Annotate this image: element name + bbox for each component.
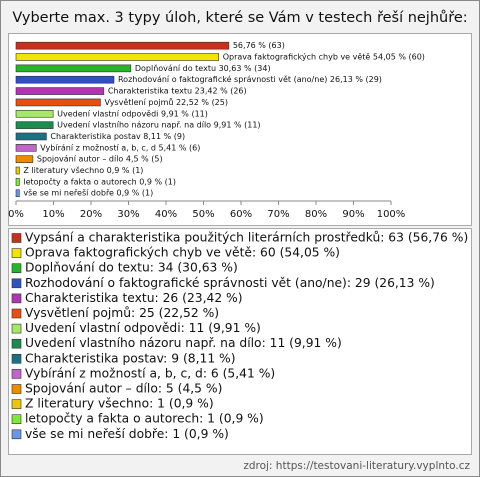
chart-title: Vyberte max. 3 typy úloh, které se Vám v… <box>12 10 467 26</box>
x-tick-label: 20% <box>80 209 102 220</box>
legend-text: vše se mi neřeší dobře: 1 (0,9 %) <box>25 427 229 441</box>
bar <box>15 189 20 198</box>
legend-swatch <box>11 263 22 274</box>
legend-text: Oprava faktografických chyb ve větě: 60 … <box>25 246 340 260</box>
bar-label: Charakteristika textu 23,42 % (26) <box>108 87 247 96</box>
legend-text: Uvedení vlastní odpovědi: 11 (9,91 %) <box>25 321 261 335</box>
legend-text: Rozhodování o faktografické správnosti v… <box>25 276 435 290</box>
bar-label: letopočty a fakta o autorech 0,9 % (1) <box>23 176 176 186</box>
x-tick-label: 0% <box>8 209 24 220</box>
legend-text: Vypsání a charakteristika použitých lite… <box>25 231 468 245</box>
bar <box>15 41 230 50</box>
bar-label: Z literatury všechno 0,9 % (1) <box>23 165 143 175</box>
bar <box>15 64 132 73</box>
bar-label: 56,76 % (63) <box>233 41 285 50</box>
legend-text: Charakteristika textu: 26 (23,42 %) <box>25 291 243 305</box>
source: zdroj: https://testovani-literatury.vypl… <box>243 460 470 472</box>
bar <box>15 87 105 95</box>
legend-swatch <box>11 308 22 319</box>
bar-label: Charakteristika postav 8,11 % (9) <box>50 132 185 141</box>
legend-swatch <box>11 233 22 243</box>
bar <box>15 53 219 61</box>
bar <box>15 98 101 107</box>
bar-label: Spojování autor – dílo 4,5 % (5) <box>37 155 163 164</box>
bar-label: Rozhodování o faktografické správnosti v… <box>118 74 382 84</box>
bar-label: Vybírání z možností a, b, c, d 5,41 % (6… <box>40 143 200 152</box>
legend-swatch <box>11 278 22 289</box>
bar <box>15 109 54 118</box>
bar-label: Uvedení vlastního názoru např. na dílo 9… <box>57 121 260 130</box>
legend-swatch <box>11 429 22 440</box>
legend-text: Spojování autor – dílo: 5 (4,5 %) <box>25 382 222 396</box>
legend-swatch <box>11 369 22 379</box>
bar <box>15 144 37 152</box>
legend-swatch <box>11 293 22 304</box>
bar <box>15 75 115 84</box>
legend-text: letopočty a fakta o autorech: 1 (0,9 %) <box>25 412 264 426</box>
bar-label: Uvedení vlastní odpovědi 9,91 % (11) <box>57 109 208 118</box>
legend-text: Charakteristika postav: 9 (8,11 %) <box>25 351 236 365</box>
legend-text: Z literatury všechno: 1 (0,9 %) <box>25 397 214 411</box>
legend-swatch <box>11 353 22 364</box>
bar <box>15 155 34 163</box>
bar <box>15 178 20 186</box>
legend-swatch <box>11 384 22 394</box>
bar <box>15 166 20 175</box>
legend-swatch <box>11 414 22 425</box>
bar-label: Doplňování do textu 30,63 % (34) <box>135 63 271 73</box>
legend-swatch <box>11 248 22 258</box>
bar-label: Oprava faktografických chyb ve větě 54,0… <box>223 53 425 62</box>
legend-swatch <box>11 338 22 349</box>
x-tick-label: 60% <box>230 209 252 220</box>
x-tick-label: 30% <box>117 209 139 220</box>
bar-label: vše se mi neřeší dobře 0,9 % (1) <box>23 188 153 198</box>
x-tick-label: 70% <box>267 209 289 220</box>
bar <box>15 132 47 141</box>
legend-text: Vysvětlení pojmů: 25 (22,52 %) <box>25 306 219 320</box>
legend-swatch <box>11 399 22 409</box>
x-tick-label: 10% <box>42 209 64 220</box>
legend-panel <box>8 228 472 455</box>
bar <box>15 121 54 129</box>
x-tick-label: 40% <box>155 209 177 220</box>
x-tick-label: 90% <box>342 209 364 220</box>
x-tick-label: 100% <box>377 209 406 220</box>
legend-text: Vybírání z možností a, b, c, d: 6 (5,41 … <box>25 366 275 380</box>
legend-swatch <box>11 323 22 334</box>
bar-label: Vysvětlení pojmů 22,52 % (25) <box>104 97 228 107</box>
legend-text: Uvedení vlastního názoru např. na dílo: … <box>25 336 342 350</box>
legend-text: Doplňování do textu: 34 (30,63 %) <box>25 261 238 275</box>
x-tick-label: 80% <box>305 209 327 220</box>
x-tick-label: 50% <box>192 209 214 220</box>
